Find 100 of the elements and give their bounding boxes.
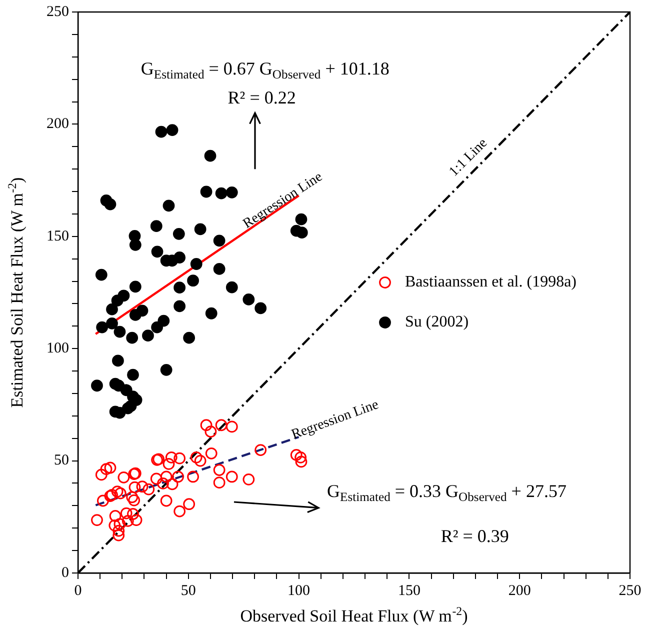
point	[213, 234, 226, 247]
point	[160, 470, 172, 483]
point	[142, 330, 154, 342]
x-tick-label: 100	[288, 582, 310, 599]
point	[254, 302, 267, 314]
point	[160, 494, 172, 507]
y-tick-label: 0	[62, 564, 69, 581]
y-axis-title: Estimated Soil Heat Flux (W m-2)	[5, 177, 26, 408]
point	[183, 498, 196, 510]
point	[174, 282, 186, 294]
point	[174, 252, 186, 264]
point	[114, 326, 126, 338]
point	[114, 518, 126, 530]
point	[226, 186, 238, 198]
y-tick-label: 200	[46, 116, 69, 132]
point	[111, 294, 124, 307]
legend-label: Su (2002)	[405, 314, 469, 331]
point	[155, 126, 168, 138]
point	[190, 258, 202, 270]
point	[194, 223, 206, 236]
point	[111, 486, 124, 498]
point	[205, 447, 218, 460]
point	[91, 514, 103, 526]
point	[108, 519, 121, 532]
point	[226, 420, 238, 433]
point	[136, 480, 148, 493]
point	[120, 507, 132, 520]
y-tick-label: 100	[46, 340, 69, 357]
point	[213, 262, 226, 275]
point	[242, 294, 255, 306]
x-tick-label: 250	[618, 582, 642, 599]
point	[95, 468, 108, 481]
point	[200, 186, 212, 198]
y-tick-label: 50	[54, 452, 69, 469]
point	[127, 368, 139, 381]
point	[129, 238, 142, 251]
point	[126, 332, 138, 344]
point	[142, 483, 155, 496]
point	[172, 228, 185, 240]
point	[190, 451, 202, 464]
point	[151, 246, 164, 258]
point	[126, 491, 138, 504]
point	[187, 470, 199, 483]
point	[150, 472, 162, 485]
point	[128, 481, 141, 494]
point	[122, 514, 134, 527]
annotation: 1:1 Line	[446, 136, 491, 180]
point	[213, 464, 226, 476]
point	[183, 332, 196, 344]
annotation: R² = 0.39	[440, 526, 509, 546]
point	[254, 444, 267, 456]
y-tick-label: 150	[46, 228, 69, 244]
point	[124, 400, 137, 412]
point	[150, 220, 162, 232]
point	[120, 384, 132, 396]
point	[204, 426, 217, 438]
point	[160, 364, 172, 376]
x-tick-label: 150	[398, 582, 420, 599]
point	[109, 510, 122, 522]
point	[295, 456, 308, 468]
point	[226, 281, 238, 294]
point	[242, 473, 255, 486]
point	[194, 454, 206, 467]
point	[130, 514, 142, 526]
point	[162, 458, 175, 470]
point	[104, 198, 116, 210]
point	[162, 200, 175, 212]
point	[294, 451, 307, 464]
point	[205, 307, 218, 320]
x-tick-label: 200	[508, 582, 531, 599]
point	[172, 470, 184, 483]
annotation: R² = 0.22	[228, 88, 296, 108]
x-tick-label: 50	[180, 582, 196, 599]
point	[114, 487, 126, 500]
point	[129, 280, 142, 293]
point	[128, 494, 140, 506]
point	[200, 419, 212, 432]
point	[112, 524, 125, 537]
point	[213, 476, 226, 489]
point	[174, 300, 186, 312]
point	[226, 470, 238, 483]
point	[91, 380, 103, 392]
point	[174, 452, 186, 464]
point	[127, 508, 139, 520]
point	[112, 354, 124, 367]
y-tick-label: 250	[46, 4, 69, 20]
point	[129, 308, 142, 321]
point	[96, 321, 108, 334]
point	[106, 318, 118, 330]
point	[112, 529, 125, 542]
point	[215, 187, 228, 200]
point	[157, 478, 169, 490]
point	[290, 449, 302, 461]
point	[97, 494, 109, 507]
point	[215, 419, 228, 432]
point	[174, 505, 186, 518]
point	[106, 303, 118, 316]
x-tick-label: 0	[74, 582, 82, 599]
point	[204, 150, 216, 162]
point	[166, 478, 178, 490]
